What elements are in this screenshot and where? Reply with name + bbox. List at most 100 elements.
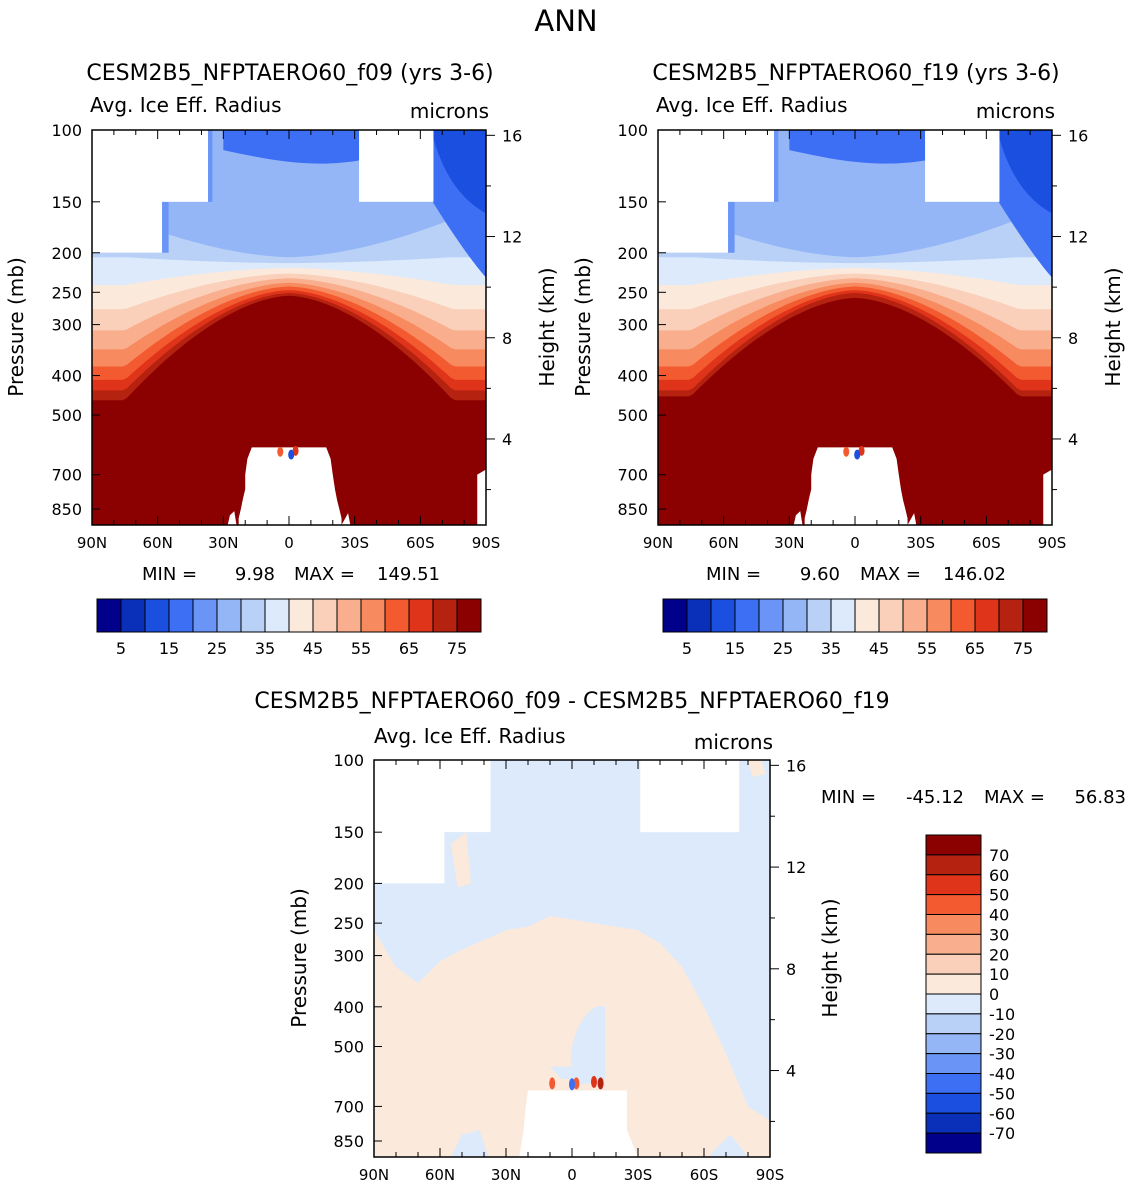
y-axis-pressure: 100 150 200 250 300 400 500 700 850 xyxy=(617,121,666,519)
colorbar-label: -30 xyxy=(989,1045,1015,1064)
y-tick-label: 400 xyxy=(617,367,648,386)
contour-spot xyxy=(597,1077,604,1090)
y-axis-height: 16 12 8 4 xyxy=(770,756,806,1122)
contour-band xyxy=(451,832,471,888)
colorbar-label: 15 xyxy=(725,639,745,658)
colorbar-swatch xyxy=(902,598,928,633)
x-tick-label: 90S xyxy=(1038,534,1067,552)
missing-data-region xyxy=(92,130,209,253)
y-tick-label: 850 xyxy=(333,1132,364,1151)
topography-mask xyxy=(793,511,803,525)
contour-band xyxy=(223,130,366,164)
colorbar-swatch xyxy=(144,598,170,633)
x-tick-label: 0 xyxy=(850,534,860,552)
colorbar-swatch xyxy=(830,598,856,633)
y-axis-pressure: 100 150 200 250 300 400 500 700 850 xyxy=(51,121,100,519)
y-axis-right-label: Height (km) xyxy=(1101,267,1125,386)
y-tick-label: 250 xyxy=(51,283,82,302)
x-tick-label: 90S xyxy=(472,534,501,552)
contour-fill-area xyxy=(92,130,486,525)
y-tick-label: 700 xyxy=(333,1097,364,1116)
y-tick-label: 700 xyxy=(617,466,648,485)
colorbar-swatch xyxy=(96,598,122,633)
colorbar-swatch xyxy=(782,598,808,633)
x-tick-label: 0 xyxy=(567,1166,577,1184)
colorbar-swatch xyxy=(925,1013,982,1035)
contour-spot xyxy=(549,1077,556,1090)
y-axis-height: 16 12 8 4 xyxy=(486,126,522,491)
x-tick-label: 30S xyxy=(340,534,369,552)
x-tick-label: 90N xyxy=(359,1166,389,1184)
colorbar-swatch xyxy=(925,1092,982,1114)
colorbar-label: 10 xyxy=(989,965,1009,984)
y-axis-height: 16 12 8 4 xyxy=(1052,126,1088,491)
x-tick-label: 90N xyxy=(643,534,673,552)
subtitle-right: microns xyxy=(694,730,773,754)
y-right-tick-label: 12 xyxy=(1068,228,1088,247)
colorbar-swatch xyxy=(925,933,982,955)
colorbar-label: 40 xyxy=(989,906,1009,925)
y-right-tick-label: 16 xyxy=(786,756,806,775)
subtitle-left: Avg. Ice Eff. Radius xyxy=(374,724,566,748)
panel-difference: CESM2B5_NFPTAERO60_f09 - CESM2B5_NFPTAER… xyxy=(254,689,1126,1184)
colorbar-swatch xyxy=(288,598,314,633)
x-tick-label: 30N xyxy=(774,534,804,552)
colorbar-label: 20 xyxy=(989,945,1009,964)
colorbar-swatch xyxy=(925,834,982,856)
colorbar-label: 5 xyxy=(116,639,126,658)
y-axis-right-label: Height (km) xyxy=(535,267,559,386)
colorbar-label: -40 xyxy=(989,1065,1015,1084)
y-tick-label: 100 xyxy=(333,751,364,770)
subtitle-left: Avg. Ice Eff. Radius xyxy=(656,93,848,117)
missing-data-region xyxy=(658,130,775,253)
colorbar-swatch xyxy=(925,1073,982,1094)
colorbar-label: 30 xyxy=(989,925,1009,944)
contour-band xyxy=(658,297,1052,525)
stats-min-label: MIN = xyxy=(706,564,761,585)
colorbar-label: -20 xyxy=(989,1025,1015,1044)
colorbar-label: 5 xyxy=(682,639,692,658)
contour-spot xyxy=(277,446,284,457)
colorbar-swatch xyxy=(854,598,880,633)
y-right-tick-label: 12 xyxy=(502,228,522,247)
colorbar-swatch xyxy=(432,598,458,633)
y-right-tick-label: 12 xyxy=(786,858,806,877)
contour-spot xyxy=(573,1077,580,1090)
colorbar-swatch xyxy=(360,598,386,633)
y-tick-label: 200 xyxy=(617,244,648,263)
x-tick-label: 90S xyxy=(756,1166,785,1184)
colorbar-label: 35 xyxy=(255,639,275,658)
y-tick-label: 200 xyxy=(333,874,364,893)
colorbar-label: 60 xyxy=(989,866,1009,885)
colorbar-swatch xyxy=(120,598,146,633)
topography-mask xyxy=(1043,469,1052,525)
colorbar: 5 15 25 35 45 55 65 75 xyxy=(96,598,482,658)
x-axis: 90N 60N 30N 0 30S 60S 90S xyxy=(77,130,500,552)
y-tick-label: 300 xyxy=(617,316,648,335)
colorbar-swatch xyxy=(662,598,688,633)
y-right-tick-label: 4 xyxy=(786,1062,796,1081)
stats-min-label: MIN = xyxy=(142,564,197,585)
topography-mask xyxy=(238,447,342,525)
contour-fill-area xyxy=(374,760,770,1157)
colorbar-label: 55 xyxy=(351,639,371,658)
contour-spot xyxy=(591,1075,597,1088)
x-tick-label: 60S xyxy=(690,1166,719,1184)
topography-mask xyxy=(519,1090,638,1157)
x-tick-label: 60N xyxy=(425,1166,455,1184)
colorbar-label: 65 xyxy=(399,639,419,658)
y-tick-label: 100 xyxy=(51,121,82,140)
panel-title: CESM2B5_NFPTAERO60_f09 (yrs 3-6) xyxy=(86,61,493,86)
colorbar-swatch xyxy=(926,598,952,633)
colorbar-swatch xyxy=(710,598,736,633)
topography-mask xyxy=(341,513,351,525)
contour-spot xyxy=(288,449,295,460)
colorbar-swatch xyxy=(456,598,482,633)
contour-band xyxy=(550,1066,577,1079)
colorbar-swatch xyxy=(925,1132,982,1154)
panel-f09: CESM2B5_NFPTAERO60_f09 (yrs 3-6) Avg. Ic… xyxy=(4,61,559,658)
stats-max-label: MAX = xyxy=(294,564,355,585)
subtitle-right: microns xyxy=(976,99,1055,123)
colorbar-label: 75 xyxy=(447,639,467,658)
